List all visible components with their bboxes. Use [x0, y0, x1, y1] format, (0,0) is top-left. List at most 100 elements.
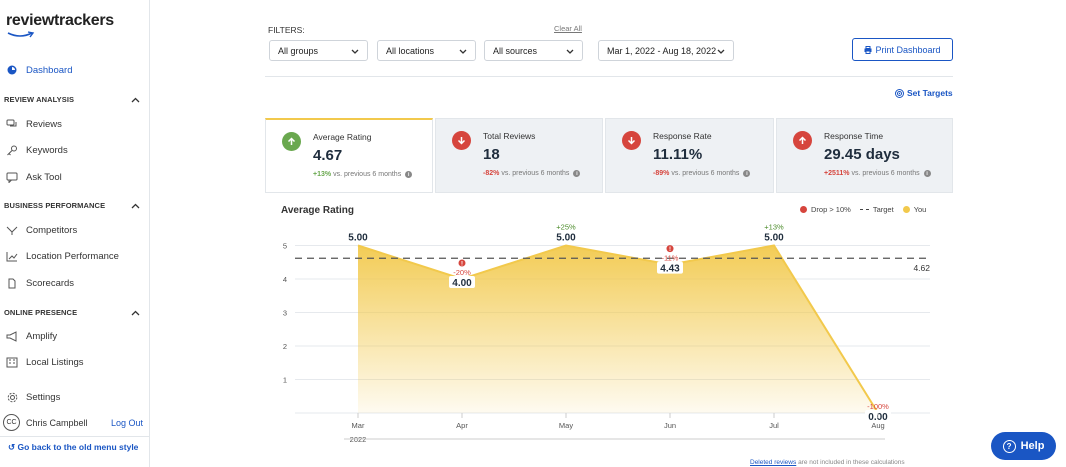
sidebar-item-label: Dashboard: [26, 64, 73, 76]
data-label-bg: [553, 230, 579, 243]
kpi-delta: +2511% vs. previous 6 months i: [824, 170, 931, 177]
gear-icon: [6, 391, 18, 403]
chevron-up-icon: [131, 203, 140, 208]
chevron-down-icon: [459, 46, 467, 56]
clear-all-link[interactable]: Clear All: [554, 24, 582, 33]
kpi-card-average-rating[interactable]: Average Rating 4.67 +13% vs. previous 6 …: [265, 118, 433, 193]
sidebar-item-keywords[interactable]: Keywords: [6, 143, 68, 157]
brand-logo[interactable]: reviewtrackers: [6, 12, 114, 29]
sidebar-item-reviews[interactable]: Reviews: [6, 117, 62, 131]
y-tick-label: 2: [283, 342, 287, 351]
change-label: +25%: [556, 223, 576, 232]
legend-item-drop[interactable]: Drop > 10%: [800, 205, 851, 214]
competitors-icon: [6, 224, 18, 236]
kpi-delta-text: vs. previous 6 months: [851, 170, 920, 177]
legend-swatch: [902, 206, 910, 213]
kpi-card-total-reviews[interactable]: Total Reviews 18 -82% vs. previous 6 mon…: [435, 118, 603, 193]
sidebar-item-local-listings[interactable]: Local Listings: [6, 355, 84, 369]
section-title: BUSINESS PERFORMANCE: [4, 201, 106, 210]
sidebar-divider: [0, 436, 150, 437]
help-label: Help: [1020, 440, 1045, 452]
select-value: All locations: [386, 45, 435, 56]
question-icon: ?: [1002, 439, 1016, 453]
sidebar-item-label: Competitors: [26, 224, 78, 236]
drop-flag-icon: [458, 259, 466, 267]
data-label: 5.00: [556, 233, 576, 244]
dashboard-icon: [6, 64, 18, 76]
kpi-delta-pct: -89%: [653, 170, 670, 177]
info-icon[interactable]: i: [405, 171, 413, 178]
building-icon: [6, 356, 18, 368]
kpi-delta-pct: -82%: [483, 170, 500, 177]
old-menu-link[interactable]: ↺ Go back to the old menu style: [8, 442, 138, 453]
chart-title: Average Rating: [281, 205, 354, 216]
legend-item-target[interactable]: Target: [859, 205, 894, 214]
sidebar-item-label: Local Listings: [26, 356, 84, 368]
drop-flag-mark: !: [461, 262, 463, 268]
kpi-card-response-time[interactable]: Response Time 29.45 days +2511% vs. prev…: [776, 118, 953, 193]
series-line: [357, 244, 879, 414]
sources-select[interactable]: All sources: [484, 40, 583, 61]
kpi-card-response-rate[interactable]: Response Rate 11.11% -89% vs. previous 6…: [605, 118, 774, 193]
x-tick-label: Mar: [352, 421, 365, 430]
select-value: Mar 1, 2022 - Aug 18, 2022: [607, 45, 717, 56]
kpi-value: 4.67: [313, 147, 343, 164]
set-targets-link[interactable]: Set Targets: [895, 88, 953, 98]
sidebar-item-ask-tool[interactable]: Ask Tool: [6, 170, 62, 184]
target-icon: [895, 88, 904, 98]
sidebar-item-competitors[interactable]: Competitors: [6, 223, 77, 237]
sidebar-item-dashboard[interactable]: Dashboard: [6, 63, 72, 77]
groups-select[interactable]: All groups: [269, 40, 368, 61]
help-button[interactable]: ? Help: [991, 432, 1056, 460]
section-title: REVIEW ANALYSIS: [4, 95, 75, 104]
chevron-up-icon: [131, 97, 140, 102]
filters-label: FILTERS:: [268, 25, 305, 35]
deleted-reviews-link[interactable]: Deleted reviews: [750, 459, 797, 466]
kpi-delta: -89% vs. previous 6 months i: [653, 170, 751, 177]
kpi-title: Average Rating: [313, 132, 372, 142]
footnote-text: are not included in these calculations: [798, 459, 905, 466]
kpi-delta: +13% vs. previous 6 months i: [313, 171, 413, 178]
kpi-value: 29.45 days: [824, 146, 900, 163]
kpi-delta-pct: +13%: [313, 171, 332, 178]
y-tick-label: 5: [283, 242, 287, 251]
section-business-performance[interactable]: BUSINESS PERFORMANCE: [4, 201, 140, 210]
y-tick-label: 3: [283, 309, 287, 318]
chevron-up-icon: [131, 310, 140, 315]
kpi-delta-pct: +2511%: [824, 170, 850, 177]
kpi-value: 11.11%: [653, 146, 703, 163]
sidebar-item-label: Scorecards: [26, 277, 75, 289]
legend-swatch: [859, 209, 869, 210]
drop-flag-mark: !: [669, 247, 671, 253]
sidebar-item-label: Reviews: [26, 118, 62, 130]
sidebar-item-amplify[interactable]: Amplify: [6, 329, 57, 343]
sidebar-item-settings[interactable]: Settings: [6, 390, 60, 404]
date-range-select[interactable]: Mar 1, 2022 - Aug 18, 2022: [598, 40, 734, 61]
x-tick-label: Apr: [456, 421, 468, 430]
data-label-bg: [449, 276, 475, 288]
avatar[interactable]: CC: [3, 414, 20, 431]
print-dashboard-button[interactable]: Print Dashboard: [852, 38, 953, 61]
data-label: 5.00: [348, 233, 368, 244]
legend-item-you[interactable]: You: [902, 205, 926, 214]
data-label: 5.00: [764, 233, 784, 244]
x-tick-label: Aug: [871, 421, 884, 430]
chevron-down-icon: [717, 46, 725, 56]
info-icon[interactable]: i: [573, 170, 581, 177]
sidebar-item-scorecards[interactable]: Scorecards: [6, 276, 74, 290]
sidebar-item-location-performance[interactable]: Location Performance: [6, 249, 119, 263]
set-targets-label: Set Targets: [907, 88, 953, 98]
section-online-presence[interactable]: ONLINE PRESENCE: [4, 308, 140, 317]
info-icon[interactable]: i: [743, 170, 751, 177]
user-row: CC Chris Campbell Log Out: [3, 414, 143, 431]
info-icon[interactable]: i: [923, 170, 931, 177]
kpi-delta-text: vs. previous 6 months: [671, 170, 740, 177]
section-title: ONLINE PRESENCE: [4, 308, 78, 317]
section-review-analysis[interactable]: REVIEW ANALYSIS: [4, 95, 140, 104]
y-tick-label: 1: [283, 376, 287, 385]
logout-link[interactable]: Log Out: [110, 417, 143, 428]
data-label-bg: [761, 230, 787, 243]
arrow-down-icon: [452, 131, 471, 150]
locations-select[interactable]: All locations: [377, 40, 476, 61]
